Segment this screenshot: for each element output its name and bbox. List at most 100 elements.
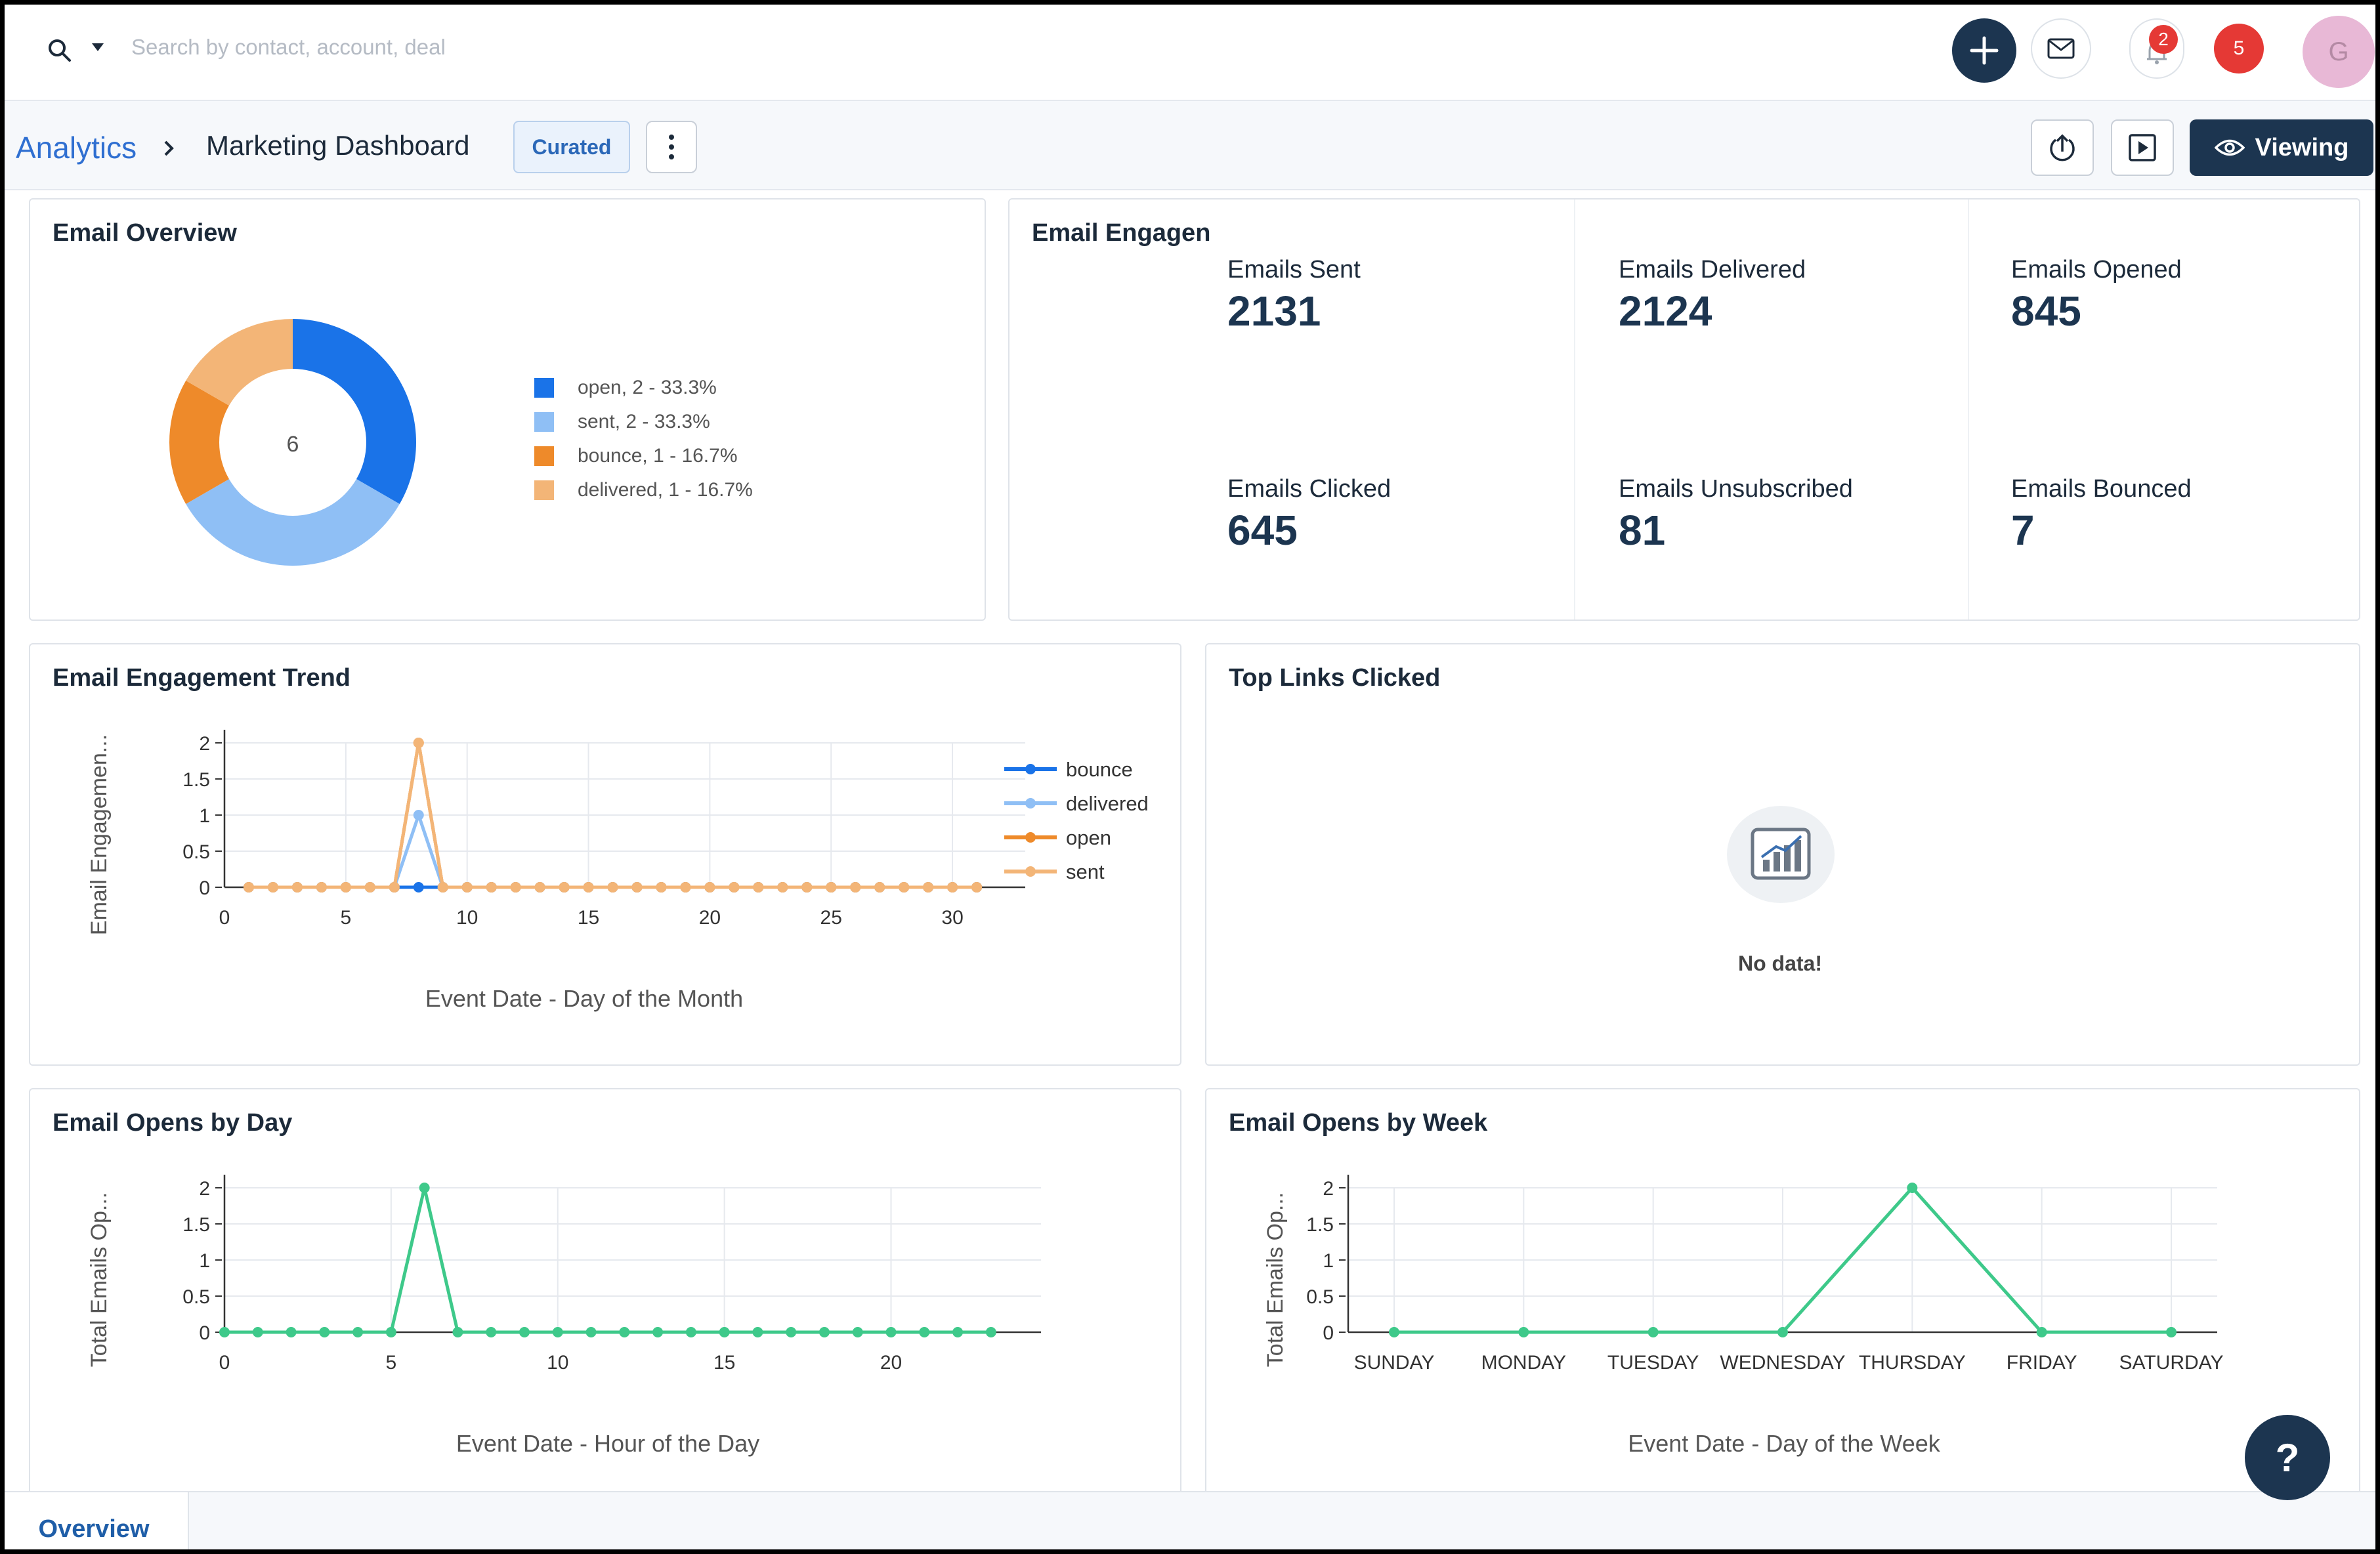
plus-icon	[1970, 36, 1999, 65]
donut-slice-bounce[interactable]	[169, 381, 230, 504]
data-point[interactable]	[389, 882, 400, 892]
data-point[interactable]	[952, 1327, 964, 1337]
data-point[interactable]	[559, 882, 570, 892]
data-point[interactable]	[607, 882, 618, 892]
data-point[interactable]	[286, 1327, 297, 1337]
data-point[interactable]	[364, 882, 375, 892]
data-point[interactable]	[267, 882, 278, 892]
search-icon[interactable]	[47, 38, 72, 63]
data-point[interactable]	[534, 882, 545, 892]
data-point[interactable]	[850, 882, 861, 892]
present-button[interactable]	[2111, 119, 2174, 176]
data-point[interactable]	[486, 882, 497, 892]
data-point[interactable]	[899, 882, 910, 892]
y-tick-label: 1.5	[182, 1214, 210, 1236]
data-point[interactable]	[452, 1327, 463, 1337]
data-point[interactable]	[923, 882, 934, 892]
data-point[interactable]	[729, 882, 740, 892]
data-point[interactable]	[874, 882, 885, 892]
data-point[interactable]	[413, 810, 424, 820]
legend-label[interactable]: sent	[1066, 860, 1105, 883]
data-point[interactable]	[340, 882, 351, 892]
y-tick-label: 2	[199, 1178, 210, 1200]
data-point[interactable]	[801, 882, 813, 892]
data-point[interactable]	[826, 882, 837, 892]
add-button[interactable]	[1952, 18, 2016, 83]
data-point[interactable]	[947, 882, 958, 892]
data-point[interactable]	[243, 882, 254, 892]
chevron-down-icon[interactable]	[91, 42, 105, 52]
data-point[interactable]	[291, 882, 303, 892]
viewing-button[interactable]: Viewing	[2190, 119, 2373, 176]
data-point[interactable]	[971, 882, 983, 892]
legend-label: delivered, 1 - 16.7%	[578, 479, 753, 501]
data-point[interactable]	[461, 882, 473, 892]
help-button[interactable]: ?	[2245, 1415, 2330, 1500]
tab-overview[interactable]: Overview	[0, 1492, 189, 1554]
data-point[interactable]	[352, 1327, 364, 1337]
data-point[interactable]	[777, 882, 788, 892]
data-point[interactable]	[656, 882, 667, 892]
data-point[interactable]	[319, 1327, 330, 1337]
data-point[interactable]	[619, 1327, 630, 1337]
data-point[interactable]	[919, 1327, 930, 1337]
export-button[interactable]	[2031, 119, 2094, 176]
data-point[interactable]	[631, 882, 643, 892]
data-point[interactable]	[1777, 1327, 1788, 1337]
donut-slice-open[interactable]	[293, 319, 416, 504]
donut-legend: open, 2 - 33.3% sent, 2 - 33.3% bounce, 1 …	[534, 377, 876, 508]
data-point[interactable]	[552, 1327, 563, 1337]
data-point[interactable]	[385, 1327, 396, 1337]
data-point[interactable]	[583, 882, 594, 892]
data-point[interactable]	[885, 1327, 897, 1337]
data-point[interactable]	[316, 882, 327, 892]
y-tick-label: 0.5	[182, 1286, 210, 1308]
data-point[interactable]	[753, 882, 764, 892]
data-point[interactable]	[1907, 1183, 1918, 1193]
top-links-panel: Top Links Clicked No data!	[1205, 643, 2360, 1066]
alert-count-badge[interactable]: 5	[2214, 24, 2264, 74]
data-point[interactable]	[1647, 1327, 1659, 1337]
data-point[interactable]	[704, 882, 715, 892]
data-point[interactable]	[985, 1327, 996, 1337]
data-point[interactable]	[786, 1327, 797, 1337]
legend-label[interactable]: bounce	[1066, 758, 1133, 781]
legend-item[interactable]: open, 2 - 33.3%	[534, 377, 717, 399]
data-point[interactable]	[2166, 1327, 2177, 1337]
data-point[interactable]	[685, 1327, 696, 1337]
search-input[interactable]	[131, 26, 722, 68]
data-point[interactable]	[719, 1327, 730, 1337]
donut-slice-delivered[interactable]	[186, 319, 293, 406]
more-options-button[interactable]	[646, 121, 697, 173]
data-point[interactable]	[1389, 1327, 1399, 1337]
breadcrumb-analytics[interactable]: Analytics	[16, 131, 137, 165]
data-point[interactable]	[680, 882, 691, 892]
data-point[interactable]	[413, 882, 424, 892]
data-point[interactable]	[818, 1327, 830, 1337]
data-point[interactable]	[519, 1327, 530, 1337]
mail-button[interactable]	[2031, 18, 2091, 79]
data-point[interactable]	[1518, 1327, 1529, 1337]
data-point[interactable]	[585, 1327, 597, 1337]
data-point[interactable]	[486, 1327, 497, 1337]
legend-label[interactable]: delivered	[1066, 792, 1149, 815]
data-point[interactable]	[437, 882, 448, 892]
data-point[interactable]	[852, 1327, 863, 1337]
legend-swatch	[534, 480, 554, 500]
data-point[interactable]	[413, 738, 424, 748]
legend-label[interactable]: open	[1066, 826, 1111, 849]
data-point[interactable]	[652, 1327, 664, 1337]
avatar[interactable]: G	[2303, 16, 2375, 88]
data-point[interactable]	[752, 1327, 763, 1337]
legend-item[interactable]: sent, 2 - 33.3%	[534, 411, 710, 433]
data-point[interactable]	[419, 1183, 430, 1193]
data-point[interactable]	[219, 1327, 230, 1337]
legend-item[interactable]: bounce, 1 - 16.7%	[534, 445, 738, 467]
donut-slice-sent[interactable]	[186, 479, 400, 566]
legend-item[interactable]: delivered, 1 - 16.7%	[534, 479, 753, 501]
data-point[interactable]	[2036, 1327, 2047, 1337]
mail-icon	[2047, 38, 2075, 59]
data-point[interactable]	[252, 1327, 263, 1337]
viewing-label: Viewing	[2255, 133, 2349, 161]
data-point[interactable]	[510, 882, 521, 892]
